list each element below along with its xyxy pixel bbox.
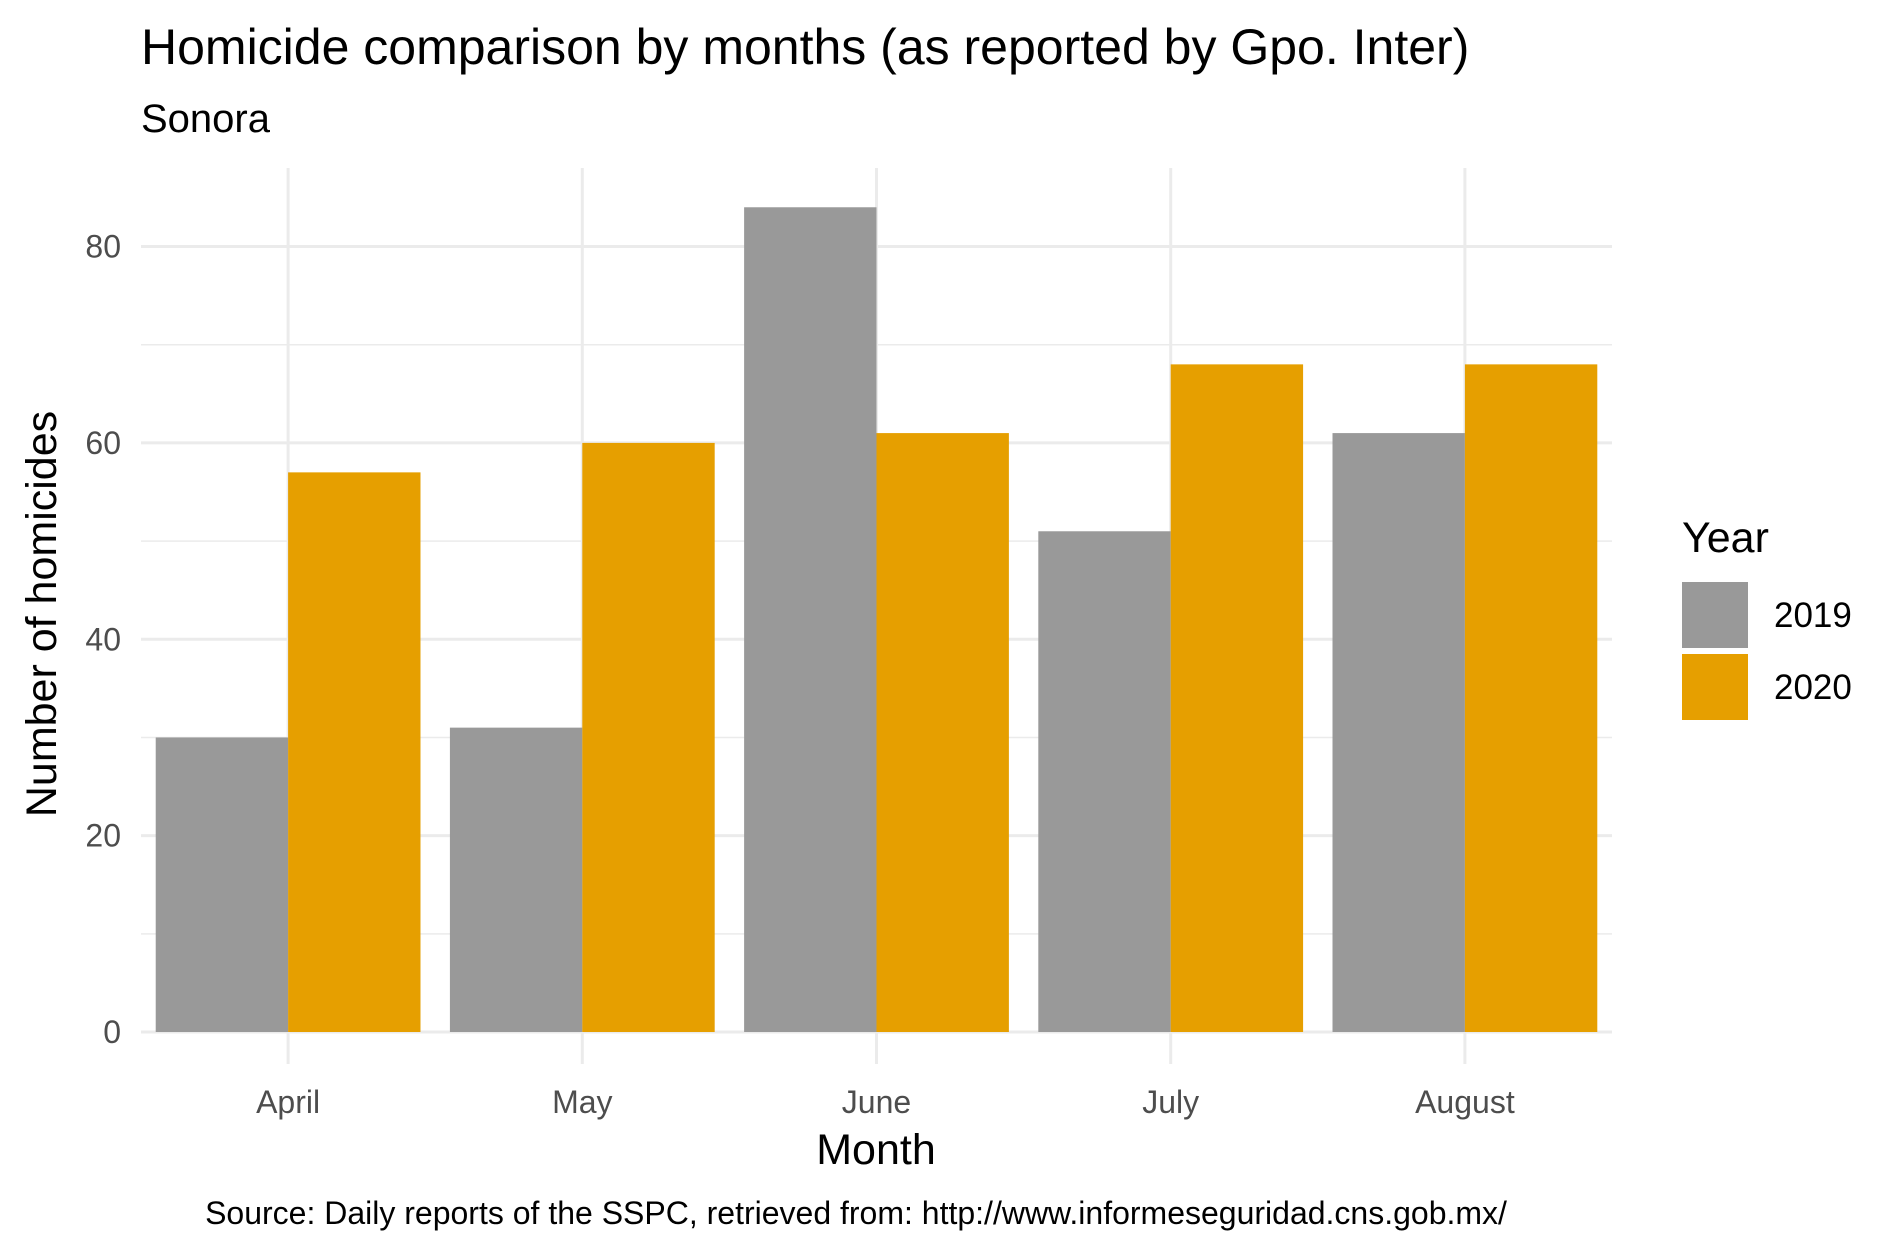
legend-title: Year xyxy=(1682,514,1769,562)
legend-items: 2019 2020 xyxy=(1682,582,1852,720)
x-tick-label: August xyxy=(1415,1084,1515,1120)
legend-label-2019: 2019 xyxy=(1774,596,1852,635)
x-axis-ticks: April May June July August xyxy=(256,1084,1515,1120)
bar-2019-june xyxy=(744,207,877,1033)
y-tick-label: 40 xyxy=(85,621,121,657)
bar-2020-june xyxy=(876,433,1009,1032)
legend-swatch-2019 xyxy=(1682,582,1748,648)
chart-title: Homicide comparison by months (as report… xyxy=(141,19,1469,75)
x-tick-label: May xyxy=(552,1084,612,1120)
bar-2020-may xyxy=(582,442,715,1033)
legend-label-2020: 2020 xyxy=(1774,668,1852,707)
bar-2019-july xyxy=(1038,531,1171,1032)
x-tick-label: July xyxy=(1142,1084,1199,1120)
legend-swatch-2020 xyxy=(1682,654,1748,720)
bar-2019-april xyxy=(155,737,289,1032)
legend: Year 2019 2020 xyxy=(1682,514,1852,720)
bar-2020-august xyxy=(1464,364,1598,1032)
y-tick-label: 60 xyxy=(85,425,121,461)
x-axis-title: Month xyxy=(816,1126,936,1174)
bars xyxy=(155,207,1598,1033)
x-tick-label: June xyxy=(842,1084,911,1120)
bar-2020-april xyxy=(288,472,421,1032)
bar-2019-may xyxy=(449,727,583,1032)
y-axis-title: Number of homicides xyxy=(18,411,66,817)
chart-caption: Source: Daily reports of the SSPC, retri… xyxy=(205,1195,1507,1231)
y-tick-label: 0 xyxy=(103,1014,121,1050)
x-tick-label: April xyxy=(256,1084,320,1120)
chart-subtitle: Sonora xyxy=(141,97,271,141)
y-tick-label: 20 xyxy=(85,818,121,854)
bar-2019-august xyxy=(1332,433,1465,1032)
y-tick-label: 80 xyxy=(85,229,121,265)
y-axis-ticks: 0 20 40 60 80 xyxy=(85,229,121,1050)
bar-2020-july xyxy=(1170,364,1304,1032)
